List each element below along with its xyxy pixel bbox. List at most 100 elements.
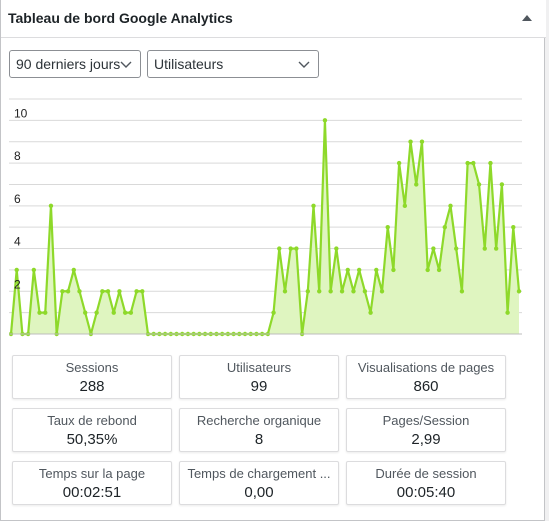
stat-card: Temps sur la page 00:02:51 (12, 461, 172, 505)
data-point[interactable] (94, 310, 99, 315)
stat-value: 50,35% (66, 431, 118, 448)
data-point[interactable] (322, 118, 328, 123)
stat-card: Visualisations de pages 860 (346, 355, 506, 399)
data-point[interactable] (105, 289, 111, 294)
data-point[interactable] (294, 246, 299, 251)
data-point[interactable] (391, 267, 396, 273)
y-tick-label: 6 (14, 192, 21, 206)
data-point[interactable] (277, 246, 282, 251)
data-point[interactable] (339, 289, 345, 294)
data-point[interactable] (482, 246, 487, 251)
data-point[interactable] (419, 139, 425, 144)
stat-value: 0,00 (244, 484, 274, 501)
data-point[interactable] (31, 267, 37, 273)
data-point[interactable] (134, 289, 139, 294)
data-point[interactable] (111, 310, 116, 315)
data-point[interactable] (356, 267, 362, 273)
stat-card: Durée de session 00:05:40 (346, 461, 506, 505)
stat-value: 860 (413, 378, 439, 395)
data-point[interactable] (282, 289, 288, 294)
data-point[interactable] (442, 224, 447, 230)
data-point[interactable] (454, 246, 459, 251)
data-point[interactable] (328, 289, 333, 294)
data-point[interactable] (425, 267, 430, 273)
data-point[interactable] (488, 160, 493, 166)
data-point[interactable] (77, 289, 82, 294)
data-point[interactable] (499, 182, 505, 187)
metric-select[interactable]: Utilisateurs (147, 50, 319, 78)
data-point[interactable] (71, 267, 76, 273)
stat-label: Pages/Session (382, 413, 470, 428)
data-point[interactable] (83, 310, 88, 315)
period-select-value: 90 derniers jours (16, 56, 121, 72)
data-point[interactable] (408, 139, 413, 144)
stat-card: Pages/Session 2,99 (346, 408, 506, 452)
metric-select-value: Utilisateurs (154, 56, 224, 72)
data-point[interactable] (368, 310, 373, 315)
data-point[interactable] (317, 289, 322, 294)
data-point[interactable] (311, 203, 316, 209)
data-point[interactable] (48, 203, 54, 209)
stat-label: Temps sur la page (38, 466, 146, 481)
stat-label: Utilisateurs (226, 360, 292, 375)
data-point[interactable] (379, 289, 385, 294)
data-point[interactable] (43, 310, 48, 315)
chart-canvas: 2 4 6 8 10 (9, 98, 522, 337)
data-point[interactable] (305, 289, 311, 294)
chevron-down-icon (120, 61, 132, 68)
stat-card: Utilisateurs 99 (179, 355, 339, 399)
stat-label: Durée de session (375, 466, 477, 481)
data-point[interactable] (511, 224, 516, 230)
data-point[interactable] (288, 246, 293, 251)
data-point[interactable] (100, 289, 105, 294)
users-area-chart: 2 4 6 8 10 (9, 96, 522, 340)
data-point[interactable] (14, 267, 19, 273)
widget-header: Tableau de bord Google Analytics (1, 0, 546, 38)
stat-label: Visualisations de pages (357, 360, 495, 375)
stat-value: 00:05:40 (396, 484, 456, 501)
data-point[interactable] (493, 246, 499, 251)
data-point[interactable] (465, 160, 470, 166)
data-point[interactable] (128, 310, 134, 315)
data-point[interactable] (60, 289, 65, 294)
data-point[interactable] (385, 224, 390, 230)
data-point[interactable] (505, 310, 510, 315)
stat-card: Sessions 288 (12, 355, 172, 399)
chevron-down-icon (298, 61, 310, 68)
data-point[interactable] (436, 267, 442, 273)
data-point[interactable] (431, 246, 436, 251)
data-point[interactable] (362, 289, 368, 294)
period-select[interactable]: 90 derniers jours (9, 50, 141, 78)
stat-label: Recherche organique (196, 413, 322, 428)
data-point[interactable] (414, 182, 419, 187)
data-point[interactable] (402, 203, 408, 209)
data-point[interactable] (65, 289, 71, 294)
data-point[interactable] (471, 160, 476, 166)
data-point[interactable] (516, 289, 522, 294)
data-point[interactable] (374, 267, 379, 273)
data-point[interactable] (37, 310, 42, 315)
data-point[interactable] (117, 289, 122, 294)
series-area (11, 120, 519, 334)
stat-label: Sessions (65, 360, 119, 375)
data-point[interactable] (351, 289, 356, 294)
y-tick-label: 2 (14, 277, 21, 291)
data-point[interactable] (345, 267, 350, 273)
data-point[interactable] (448, 203, 453, 209)
stat-value: 00:02:51 (62, 484, 122, 501)
data-point[interactable] (122, 310, 128, 315)
stat-card: Recherche organique 8 (179, 408, 339, 452)
stat-value: 288 (79, 378, 105, 395)
data-point[interactable] (476, 182, 482, 187)
data-point[interactable] (140, 289, 145, 294)
collapse-toggle-icon[interactable] (522, 15, 532, 21)
stat-value: 99 (250, 378, 268, 395)
data-point[interactable] (334, 246, 339, 251)
stat-card: Taux de rebond 50,35% (12, 408, 172, 452)
stat-card: Temps de chargement ... 0,00 (179, 461, 339, 505)
y-tick-label: 10 (14, 106, 28, 120)
data-point[interactable] (396, 160, 402, 166)
data-point[interactable] (271, 310, 276, 315)
data-point[interactable] (459, 289, 465, 294)
